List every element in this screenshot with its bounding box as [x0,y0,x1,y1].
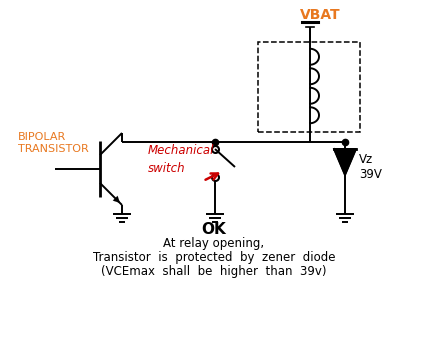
Text: At relay opening,: At relay opening, [163,237,265,251]
Polygon shape [334,149,356,175]
Text: switch: switch [148,161,186,175]
Text: 39V: 39V [359,168,382,180]
Text: VBAT: VBAT [300,8,340,22]
Text: Transistor  is  protected  by  zener  diode: Transistor is protected by zener diode [93,252,335,264]
Bar [258,42,360,132]
Text: BIPOLAR: BIPOLAR [18,132,66,142]
Text: OK: OK [202,221,227,237]
Text: (VCEmax  shall  be  higher  than  39v): (VCEmax shall be higher than 39v) [101,265,327,279]
Text: Mechanical: Mechanical [148,144,214,156]
Text: Vz: Vz [359,152,373,166]
Text: TRANSISTOR: TRANSISTOR [18,144,89,154]
